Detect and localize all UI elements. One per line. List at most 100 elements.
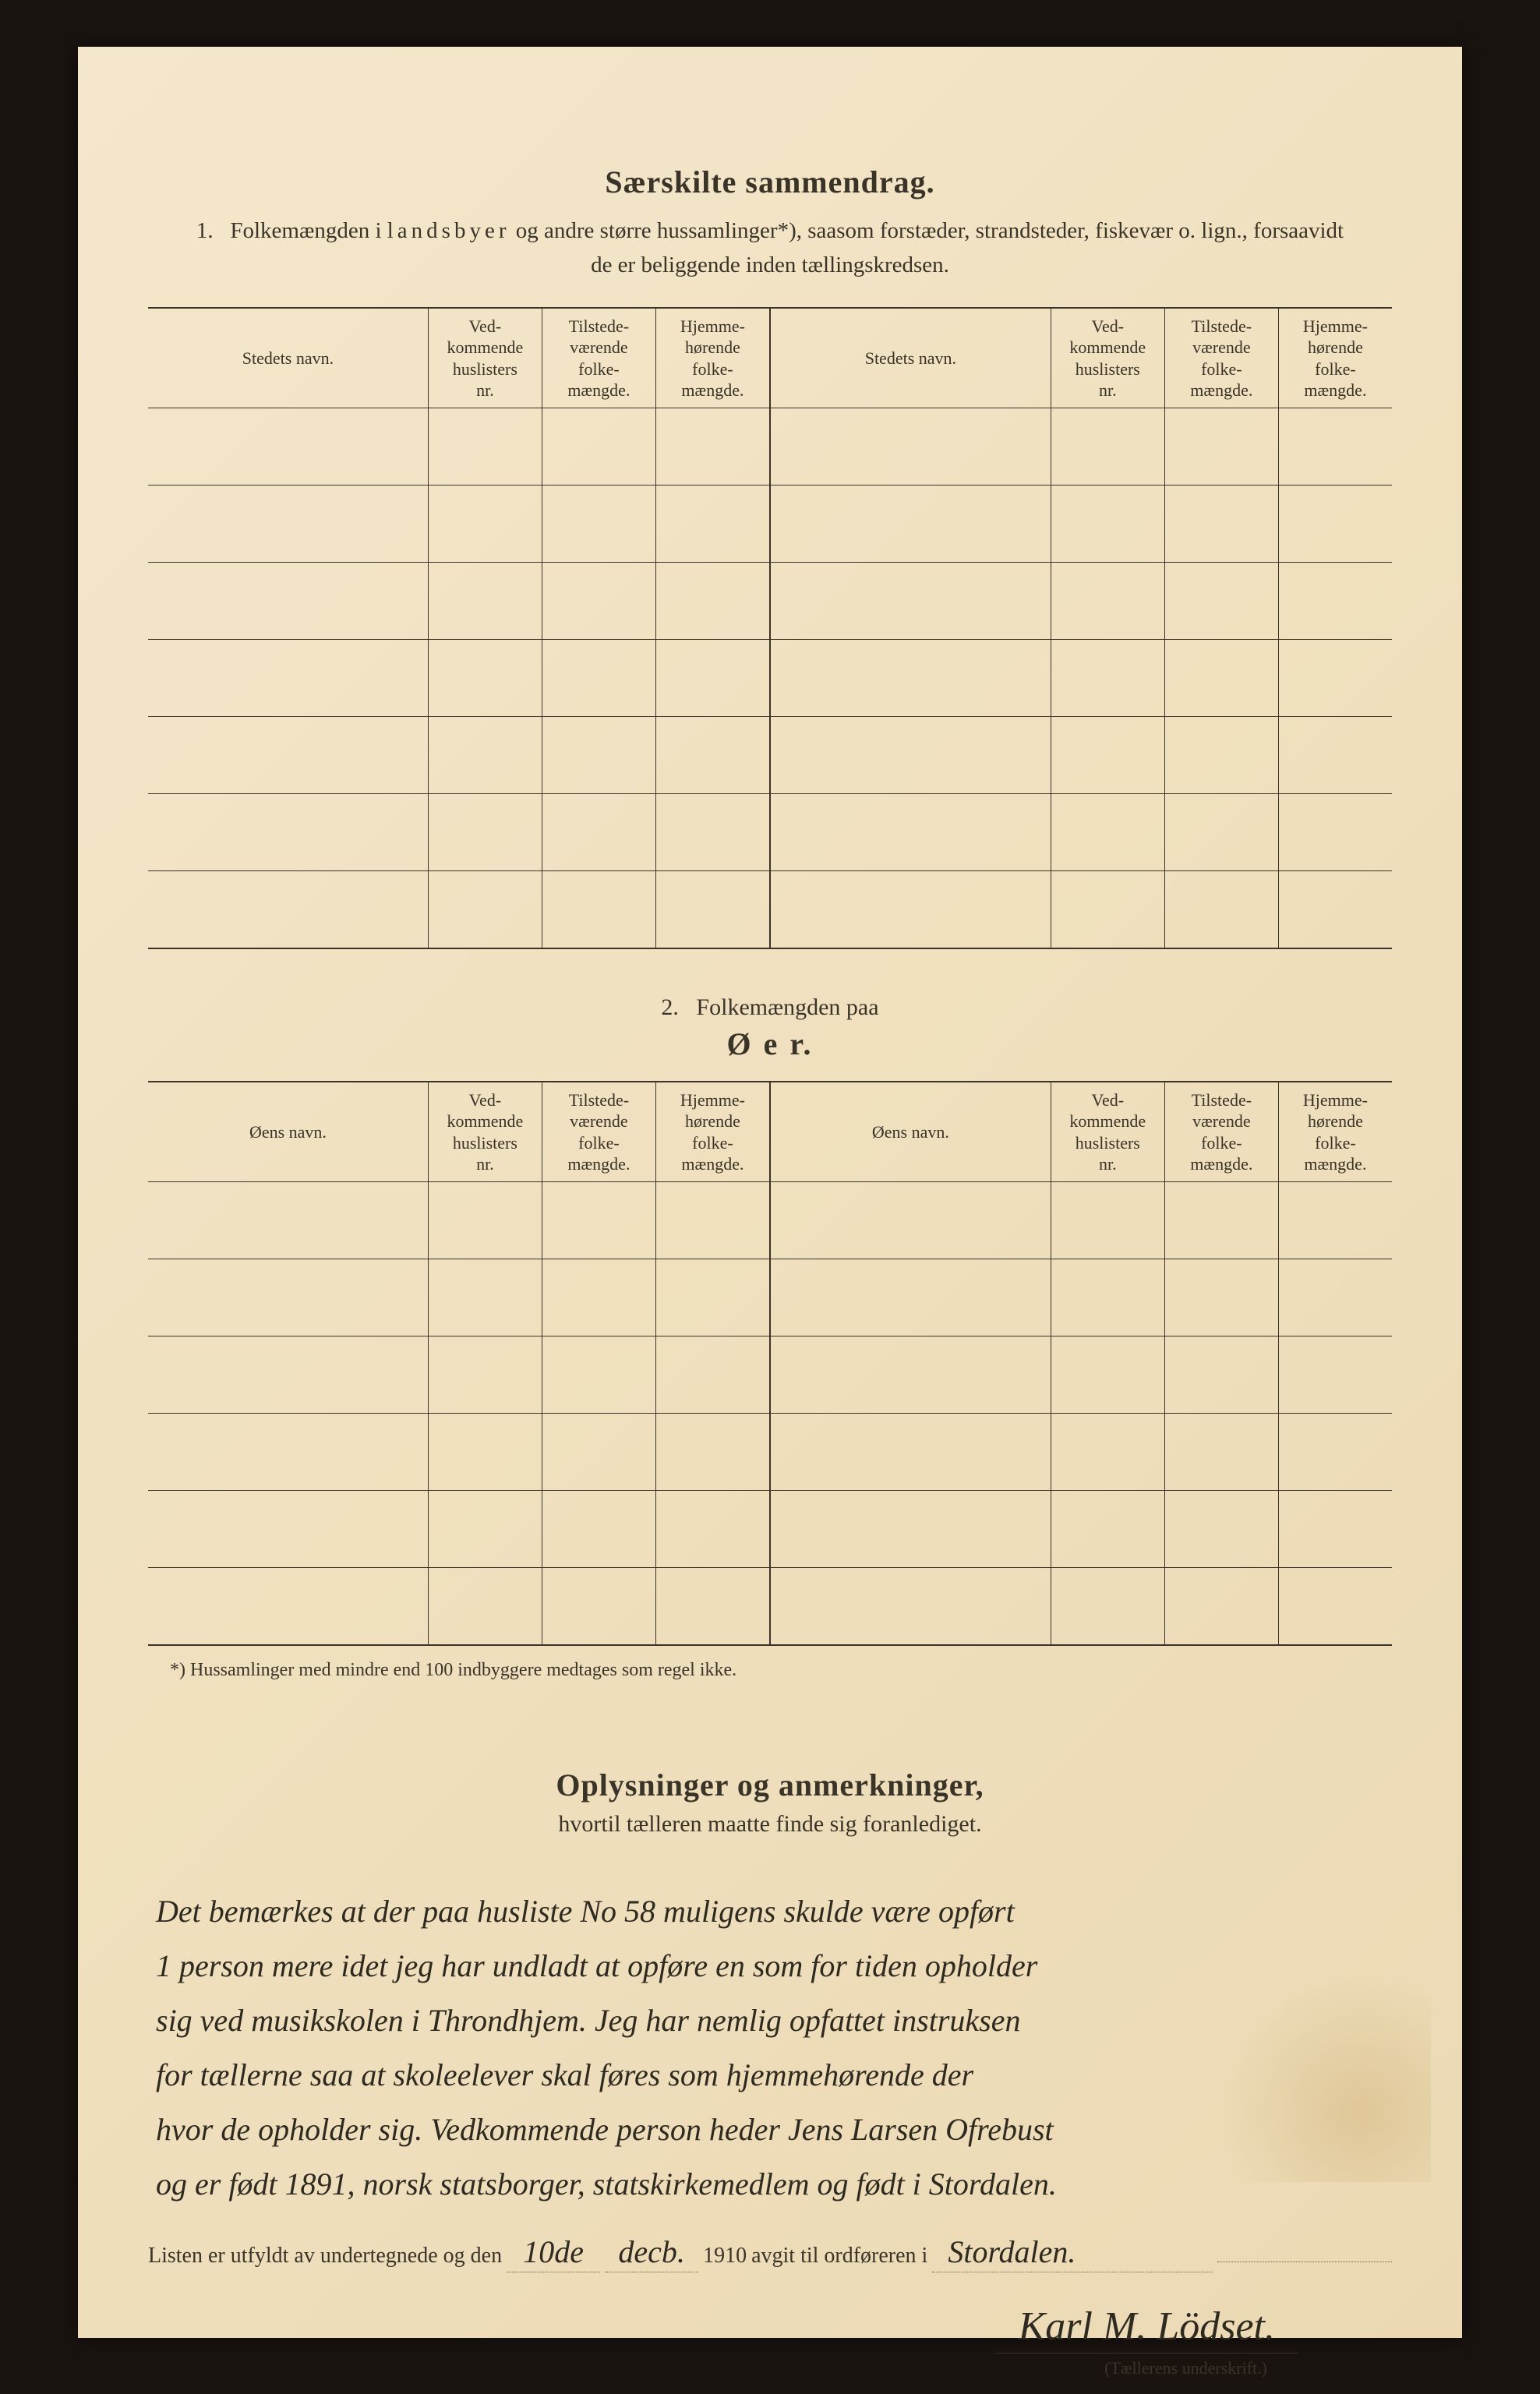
- col-hjemme-2: Hjemme-hørendefolke-mængde.: [1278, 1082, 1392, 1182]
- table-cell: [428, 486, 542, 563]
- col-tilstede-2: Tilstede-værendefolke-mængde.: [1164, 1082, 1278, 1182]
- table-cell: [542, 408, 655, 486]
- table-cell: [148, 640, 428, 717]
- table-header-row: Stedets navn. Ved-kommendehuslistersnr. …: [148, 308, 1392, 408]
- table-cell: [542, 794, 655, 871]
- table-cell: [1278, 717, 1392, 794]
- table-cell: [1278, 1491, 1392, 1568]
- table-cell: [1164, 871, 1278, 949]
- table-cell: [1164, 563, 1278, 640]
- col-huslisters-2: Ved-kommendehuslistersnr.: [1051, 1082, 1164, 1182]
- table-cell: [1278, 1568, 1392, 1646]
- table-cell: [770, 408, 1051, 486]
- table-cell: [1278, 871, 1392, 949]
- section1-item-number: 1.: [196, 218, 214, 243]
- table-cell: [428, 1182, 542, 1259]
- table-cell: [148, 1414, 428, 1491]
- section1-sub-spaced: landsbyer: [387, 218, 510, 243]
- table-cell: [655, 1182, 770, 1259]
- table-cell: [148, 1259, 428, 1336]
- section1-title: Særskilte sammendrag.: [148, 164, 1392, 200]
- table-cell: [655, 794, 770, 871]
- handwritten-line: sig ved musikskolen i Throndhjem. Jeg ha…: [156, 1993, 1384, 2048]
- table-cell: [770, 640, 1051, 717]
- certification-line: Listen er utfyldt av undertegnede og den…: [148, 2233, 1392, 2272]
- table-cell: [542, 717, 655, 794]
- table-row: [148, 1259, 1392, 1336]
- table-cell: [770, 871, 1051, 949]
- table-cell: [1278, 408, 1392, 486]
- table-row: [148, 1414, 1392, 1491]
- table-cell: [148, 408, 428, 486]
- table-row: [148, 640, 1392, 717]
- col-tilstede: Tilstede-værendefolke-mængde.: [542, 308, 655, 408]
- table-cell: [428, 1414, 542, 1491]
- table-row: [148, 563, 1392, 640]
- table-cell: [655, 563, 770, 640]
- table-cell: [1164, 1182, 1278, 1259]
- table-cell: [770, 1336, 1051, 1414]
- col-stedets-navn: Stedets navn.: [148, 308, 428, 408]
- table-cell: [1278, 794, 1392, 871]
- notes-title: Oplysninger og anmerkninger,: [148, 1767, 1392, 1803]
- table-cell: [1164, 486, 1278, 563]
- cert-date-day: 10de: [507, 2233, 600, 2272]
- table-cell: [148, 1491, 428, 1568]
- table-cell: [1051, 717, 1164, 794]
- col-tilstede-2: Tilstede-værendefolke-mængde.: [1164, 308, 1278, 408]
- section2-lead: 2. Folkemængden paa: [148, 994, 1392, 1021]
- table-cell: [770, 563, 1051, 640]
- table-cell: [542, 640, 655, 717]
- signature-caption: (Tællerens underskrift.): [148, 2358, 1298, 2378]
- col-huslisters: Ved-kommendehuslistersnr.: [428, 308, 542, 408]
- table-cell: [1278, 640, 1392, 717]
- table-cell: [1051, 640, 1164, 717]
- table-cell: [148, 794, 428, 871]
- table-cell: [1164, 1336, 1278, 1414]
- table-cell: [542, 1491, 655, 1568]
- table-cell: [428, 1491, 542, 1568]
- table-cell: [542, 1414, 655, 1491]
- table-cell: [1051, 1336, 1164, 1414]
- table-cell: [1051, 1568, 1164, 1646]
- table-cell: [428, 1259, 542, 1336]
- table-cell: [1164, 1414, 1278, 1491]
- handwritten-line: og er født 1891, norsk statsborger, stat…: [156, 2157, 1384, 2212]
- table-cell: [542, 1182, 655, 1259]
- table-cell: [770, 1491, 1051, 1568]
- table-cell: [542, 563, 655, 640]
- table-cell: [542, 1336, 655, 1414]
- table-cell: [428, 563, 542, 640]
- section2-lead-text: Folkemængden paa: [696, 994, 878, 1020]
- table-cell: [1164, 640, 1278, 717]
- section2-table: Øens navn. Ved-kommendehuslistersnr. Til…: [148, 1081, 1392, 1646]
- table-cell: [770, 1182, 1051, 1259]
- document-paper: Særskilte sammendrag. 1. Folkemængden i …: [78, 47, 1462, 2338]
- table-cell: [428, 1336, 542, 1414]
- table-cell: [1164, 1491, 1278, 1568]
- table-row: [148, 1568, 1392, 1646]
- table-cell: [1164, 794, 1278, 871]
- table-cell: [1164, 408, 1278, 486]
- col-hjemme: Hjemme-hørendefolke-mængde.: [655, 308, 770, 408]
- table-cell: [655, 717, 770, 794]
- col-tilstede: Tilstede-værendefolke-mængde.: [542, 1082, 655, 1182]
- table-cell: [148, 486, 428, 563]
- table-cell: [1051, 486, 1164, 563]
- notes-subtitle: hvortil tælleren maatte finde sig foranl…: [148, 1811, 1392, 1838]
- table-cell: [1051, 563, 1164, 640]
- col-huslisters: Ved-kommendehuslistersnr.: [428, 1082, 542, 1182]
- table-cell: [655, 1259, 770, 1336]
- cert-mid: avgit til ordføreren i: [751, 2244, 927, 2269]
- cert-place: Stordalen.: [932, 2233, 1213, 2272]
- table-cell: [655, 1414, 770, 1491]
- cert-prefix: Listen er utfyldt av undertegnede og den: [148, 2244, 502, 2269]
- table-cell: [655, 1568, 770, 1646]
- table-row: [148, 486, 1392, 563]
- col-hjemme-2: Hjemme-hørendefolke-mængde.: [1278, 308, 1392, 408]
- handwritten-remarks: Det bemærkes at der paa husliste No 58 m…: [148, 1884, 1392, 2212]
- scan-background: Særskilte sammendrag. 1. Folkemængden i …: [0, 0, 1540, 2394]
- table-cell: [655, 486, 770, 563]
- table-cell: [1278, 1336, 1392, 1414]
- table-cell: [148, 1568, 428, 1646]
